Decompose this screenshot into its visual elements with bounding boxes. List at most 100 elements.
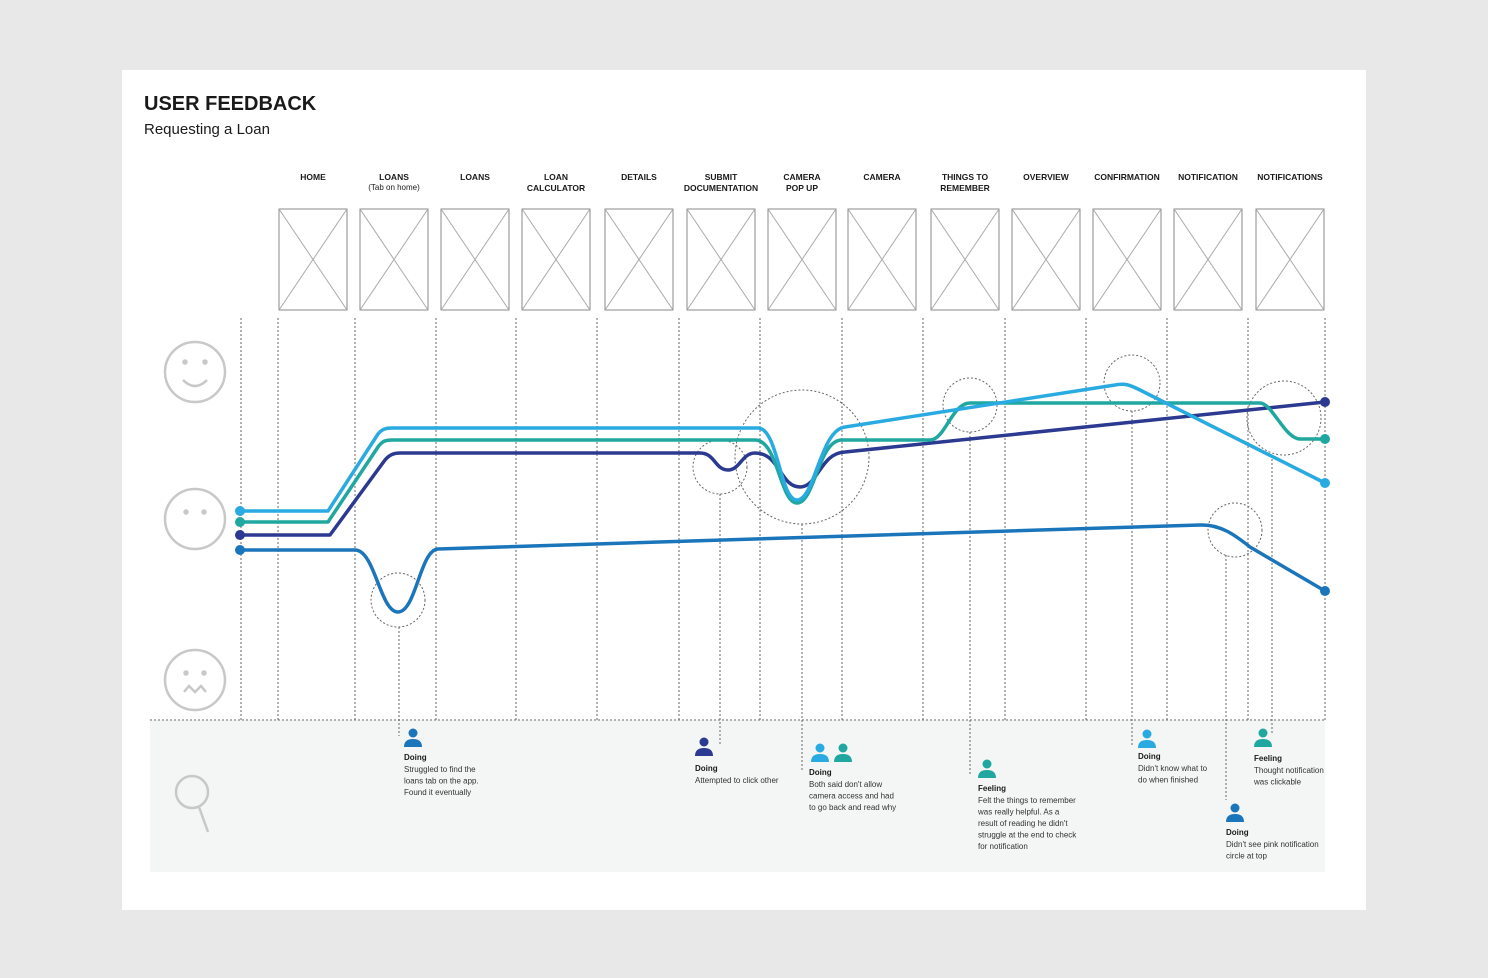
title: USER FEEDBACK xyxy=(144,93,317,115)
curve-user-4 xyxy=(238,523,1327,614)
icon-body xyxy=(695,748,713,756)
step-note: (Tab on home) xyxy=(368,183,420,192)
neutral-face xyxy=(163,487,227,551)
user-icon xyxy=(811,743,829,762)
note-text: to go back and read why xyxy=(809,803,896,812)
icon-body xyxy=(834,754,852,762)
step-label: DOCUMENTATION xyxy=(684,183,758,193)
emotion-curves xyxy=(235,382,1330,614)
screen-placeholder xyxy=(767,208,837,311)
step-label: LOANS xyxy=(460,172,490,182)
note-text: for notification xyxy=(978,842,1028,851)
steps: HOME LOANS(Tab on home)LOANS LOANCALCULATO… xyxy=(278,172,1325,311)
icon-body xyxy=(404,739,422,747)
note-text: Found it eventually xyxy=(404,788,471,797)
step-label: REMEMBER xyxy=(940,183,990,193)
note-text: Struggled to find the xyxy=(404,765,476,774)
icon-head xyxy=(838,743,848,753)
step-label: HOME xyxy=(300,172,326,182)
cross xyxy=(440,208,510,311)
screen-placeholder xyxy=(1092,208,1162,311)
screen-placeholder xyxy=(278,208,348,311)
step-label: DETAILS xyxy=(621,172,657,182)
icon-body xyxy=(978,770,996,778)
happy-face xyxy=(163,340,227,404)
screen-placeholder xyxy=(440,208,510,311)
screen-placeholder xyxy=(1173,208,1243,311)
frown xyxy=(183,684,207,694)
faces xyxy=(163,340,227,833)
note-text: Didn't see pink notification xyxy=(1226,840,1319,849)
curve-dots xyxy=(235,397,1330,596)
user-icon xyxy=(834,743,852,762)
step-label: OVERVIEW xyxy=(1023,172,1070,182)
screen-placeholder xyxy=(1011,208,1081,311)
note-kind: Doing xyxy=(1138,752,1161,761)
icon-head xyxy=(982,759,992,769)
note-text: struggle at the end to check xyxy=(978,831,1077,840)
screen-placeholder xyxy=(604,208,674,311)
step-label: POP UP xyxy=(786,183,818,193)
step-label: CAMERA xyxy=(783,172,820,182)
cross xyxy=(278,208,348,311)
note-text: Felt the things to remember xyxy=(978,796,1076,805)
screen-placeholder xyxy=(686,208,756,311)
note-text: Thought notification xyxy=(1254,766,1324,775)
cross xyxy=(1173,208,1243,311)
screen-placeholder xyxy=(359,208,429,311)
user-icon xyxy=(404,728,422,747)
note-text: Attempted to click other xyxy=(695,776,779,785)
icon-head xyxy=(1230,803,1240,813)
step-label: SUBMIT xyxy=(705,172,738,182)
subtitle: Requesting a Loan xyxy=(144,121,270,138)
user-icon xyxy=(1138,729,1156,748)
notes-panel xyxy=(150,720,1325,872)
icon-body xyxy=(1254,739,1272,747)
icon-head xyxy=(1258,728,1268,738)
step-label: CONFIRMATION xyxy=(1094,172,1159,182)
sad-face xyxy=(163,648,227,712)
step-label: THINGS TO xyxy=(942,172,989,182)
note-text: circle at top xyxy=(1226,852,1267,861)
step-label: NOTIFICATIONS xyxy=(1257,172,1323,182)
step-label: LOAN xyxy=(544,172,568,182)
highlight-circles xyxy=(370,354,1322,800)
cross xyxy=(1092,208,1162,311)
cross xyxy=(930,208,1000,311)
note-kind: Doing xyxy=(695,764,718,773)
note-text: do when finished xyxy=(1138,776,1198,785)
icon-body xyxy=(1138,740,1156,748)
screen-placeholder xyxy=(930,208,1000,311)
note-kind: Doing xyxy=(404,753,427,762)
cross xyxy=(521,208,591,311)
note-text: was clickable xyxy=(1253,778,1302,787)
smile xyxy=(182,379,208,388)
curve-user-3 xyxy=(238,400,1327,537)
curve-user-1 xyxy=(238,382,1327,513)
icon-body xyxy=(1226,814,1244,822)
cross xyxy=(1011,208,1081,311)
icon-head xyxy=(1142,729,1152,739)
note-kind: Feeling xyxy=(978,784,1006,793)
note-text: loans tab on the app. xyxy=(404,777,479,786)
note-text: was really helpful. As a xyxy=(977,808,1060,817)
note-kind: Doing xyxy=(1226,828,1249,837)
screen-placeholder xyxy=(521,208,591,311)
icon-head xyxy=(815,743,825,753)
magnifier xyxy=(174,774,210,810)
step-label: LOANS xyxy=(379,172,409,182)
user-icon xyxy=(1226,803,1244,822)
cross xyxy=(1255,208,1325,311)
cross xyxy=(686,208,756,311)
user-icon xyxy=(695,737,713,756)
note-text: camera access and had xyxy=(809,792,894,801)
note-text: Both said don't allow xyxy=(809,780,882,789)
screen-placeholder xyxy=(847,208,917,311)
user-icon xyxy=(1254,728,1272,747)
notes: Doing Struggled to find the loans tab on t… xyxy=(404,728,1324,861)
step-label: NOTIFICATION xyxy=(1178,172,1238,182)
note-kind: Feeling xyxy=(1254,754,1282,763)
cross xyxy=(359,208,429,311)
